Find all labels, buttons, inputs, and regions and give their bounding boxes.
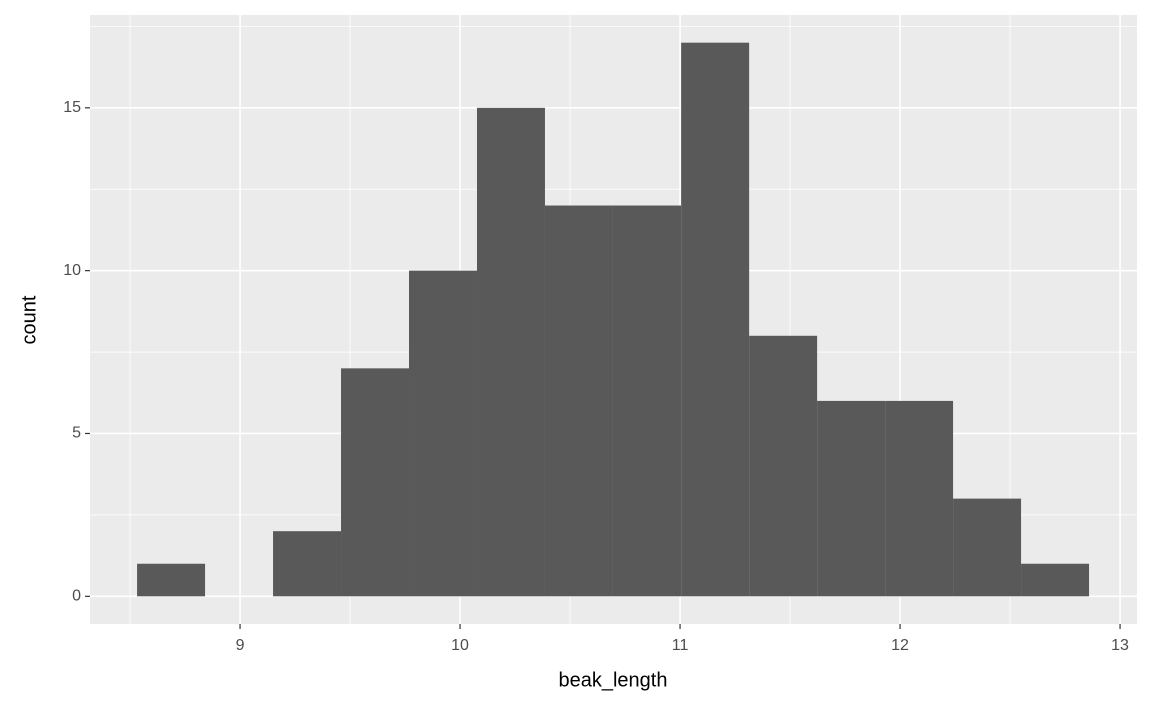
x-tick-label: 11: [672, 637, 689, 654]
x-axis-title: beak_length: [559, 669, 668, 691]
bar: [1021, 563, 1090, 597]
bar: [612, 205, 682, 597]
bar: [544, 205, 613, 597]
bar: [885, 400, 954, 597]
y-tick-label: 5: [72, 425, 81, 442]
bar: [476, 107, 545, 597]
bar: [409, 270, 477, 597]
y-tick-label: 0: [72, 588, 81, 605]
x-tick-label: 10: [451, 637, 469, 654]
x-tick-label: 13: [1111, 637, 1129, 654]
bar: [137, 563, 206, 597]
x-tick-label: 12: [891, 637, 909, 654]
bar: [749, 335, 818, 597]
y-tick-label: 10: [63, 262, 81, 279]
y-tick-label: 15: [63, 99, 81, 116]
bar: [953, 498, 1022, 597]
bar: [273, 531, 342, 597]
bar: [681, 42, 750, 597]
x-tick-label: 9: [236, 637, 245, 654]
y-axis-title: count: [18, 295, 40, 344]
bar: [817, 400, 886, 597]
bar: [341, 368, 410, 597]
